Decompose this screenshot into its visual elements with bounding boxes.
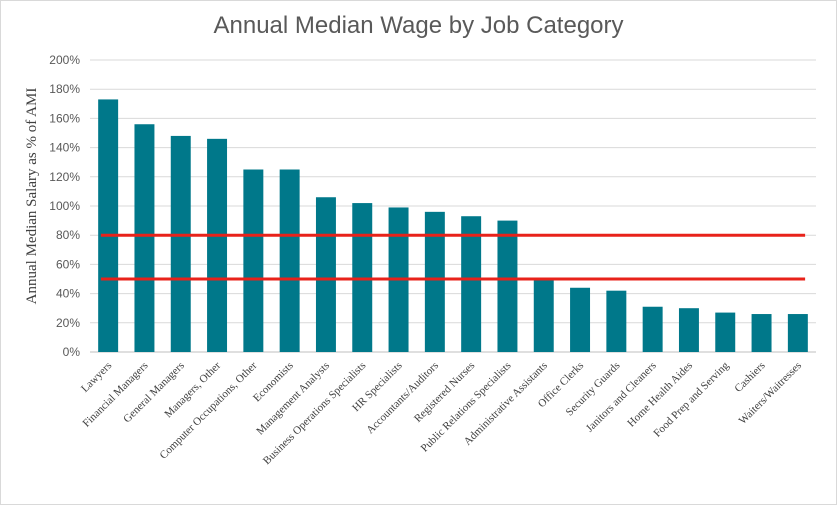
x-tick-label: Janitors and Cleaners (584, 360, 659, 435)
bars (98, 99, 808, 353)
bar (570, 287, 591, 352)
y-tick-label: 120% (49, 170, 80, 184)
bar (606, 290, 627, 352)
bar (207, 138, 228, 352)
y-tick-label: 0% (63, 345, 81, 359)
bar (787, 314, 808, 352)
bar (461, 216, 482, 352)
bar (170, 135, 191, 352)
bar (678, 308, 699, 352)
y-tick-label: 80% (56, 228, 80, 242)
bar (315, 197, 336, 352)
bar (497, 220, 518, 352)
bar (279, 169, 300, 352)
bar (98, 99, 119, 352)
bar (424, 211, 445, 352)
x-tick-label: Cashiers (732, 360, 767, 395)
y-axis-label: Annual Median Salary as % of AMI (24, 88, 40, 305)
x-tick-label: Waiters/Waitresses (737, 360, 804, 427)
y-tick-label: 40% (56, 287, 80, 301)
x-tick-label: Home Health Aides (625, 360, 695, 430)
y-tick-label: 140% (49, 141, 80, 155)
y-tick-label: 100% (49, 199, 80, 213)
y-tick-label: 20% (56, 316, 80, 330)
bar (751, 314, 772, 352)
reference-lines (100, 233, 806, 281)
bar (533, 279, 554, 352)
bar (134, 124, 155, 353)
chart-title: Annual Median Wage by Job Category (213, 12, 624, 39)
y-tick-label: 60% (56, 257, 80, 271)
y-axis-ticks: 0% 20% 40% 60% 80% 100% 120% 140% 160% 180% 200% (49, 53, 80, 359)
y-tick-label: 160% (49, 111, 80, 125)
y-tick-label: 180% (49, 82, 80, 96)
gridlines (90, 59, 816, 353)
x-tick-label: Lawyers (79, 360, 114, 395)
bar (243, 169, 264, 352)
bar (715, 312, 736, 352)
x-tick-label: Financial Managers (81, 360, 151, 430)
y-tick-label: 200% (49, 53, 80, 67)
bar (642, 306, 663, 352)
